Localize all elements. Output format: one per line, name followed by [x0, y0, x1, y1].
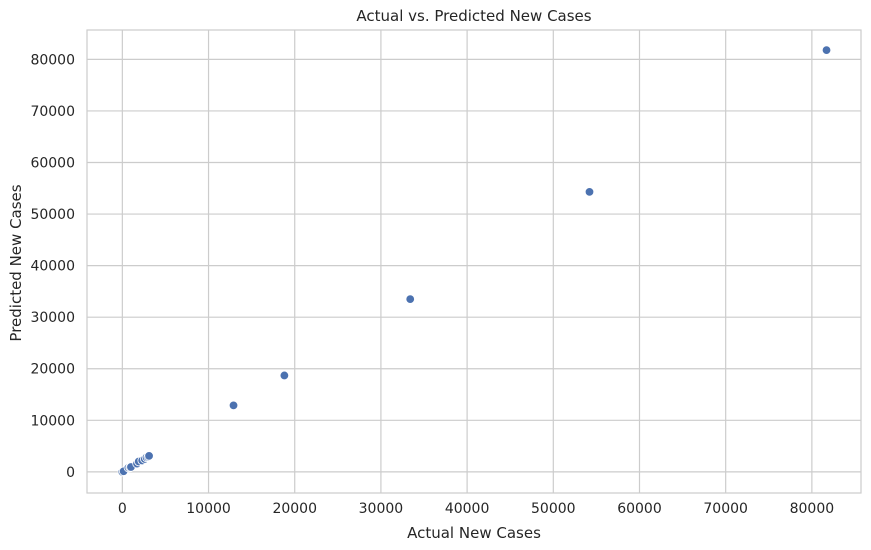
- x-tick-label: 30000: [359, 501, 404, 517]
- x-axis-title: Actual New Cases: [407, 524, 541, 542]
- y-axis-ticks: 0 10000 20000 30000 40000 50000 60000 70000 8000…: [30, 52, 75, 480]
- grid: [87, 30, 861, 493]
- x-axis-ticks: 0 10000 20000 30000 40000 50000 60000 70000 8000…: [118, 501, 834, 517]
- data-point: [228, 400, 239, 411]
- x-tick-label: 20000: [272, 501, 317, 517]
- y-tick-label: 30000: [30, 310, 75, 326]
- data-point: [144, 451, 154, 461]
- x-tick-label: 60000: [617, 501, 662, 517]
- data-point: [821, 45, 832, 55]
- x-tick-label: 0: [118, 501, 127, 517]
- x-tick-label: 80000: [790, 501, 835, 517]
- plot-frame: [86, 29, 862, 494]
- y-tick-label: 40000: [30, 259, 75, 275]
- y-tick-label: 50000: [30, 207, 75, 223]
- data-points: [117, 45, 832, 477]
- y-tick-label: 10000: [30, 413, 75, 429]
- data-point: [405, 294, 415, 304]
- x-tick-label: 40000: [445, 501, 490, 517]
- data-point: [279, 370, 290, 381]
- x-tick-label: 10000: [186, 501, 231, 517]
- x-tick-label: 70000: [703, 501, 748, 517]
- data-point: [584, 187, 595, 197]
- y-tick-label: 0: [66, 465, 75, 481]
- chart-title: Actual vs. Predicted New Cases: [356, 7, 591, 25]
- y-tick-label: 20000: [30, 362, 75, 378]
- y-tick-label: 70000: [30, 104, 75, 120]
- y-tick-label: 60000: [30, 156, 75, 172]
- y-axis-title: Predicted New Cases: [7, 184, 25, 341]
- y-tick-label: 80000: [30, 52, 75, 68]
- x-tick-label: 50000: [531, 501, 576, 517]
